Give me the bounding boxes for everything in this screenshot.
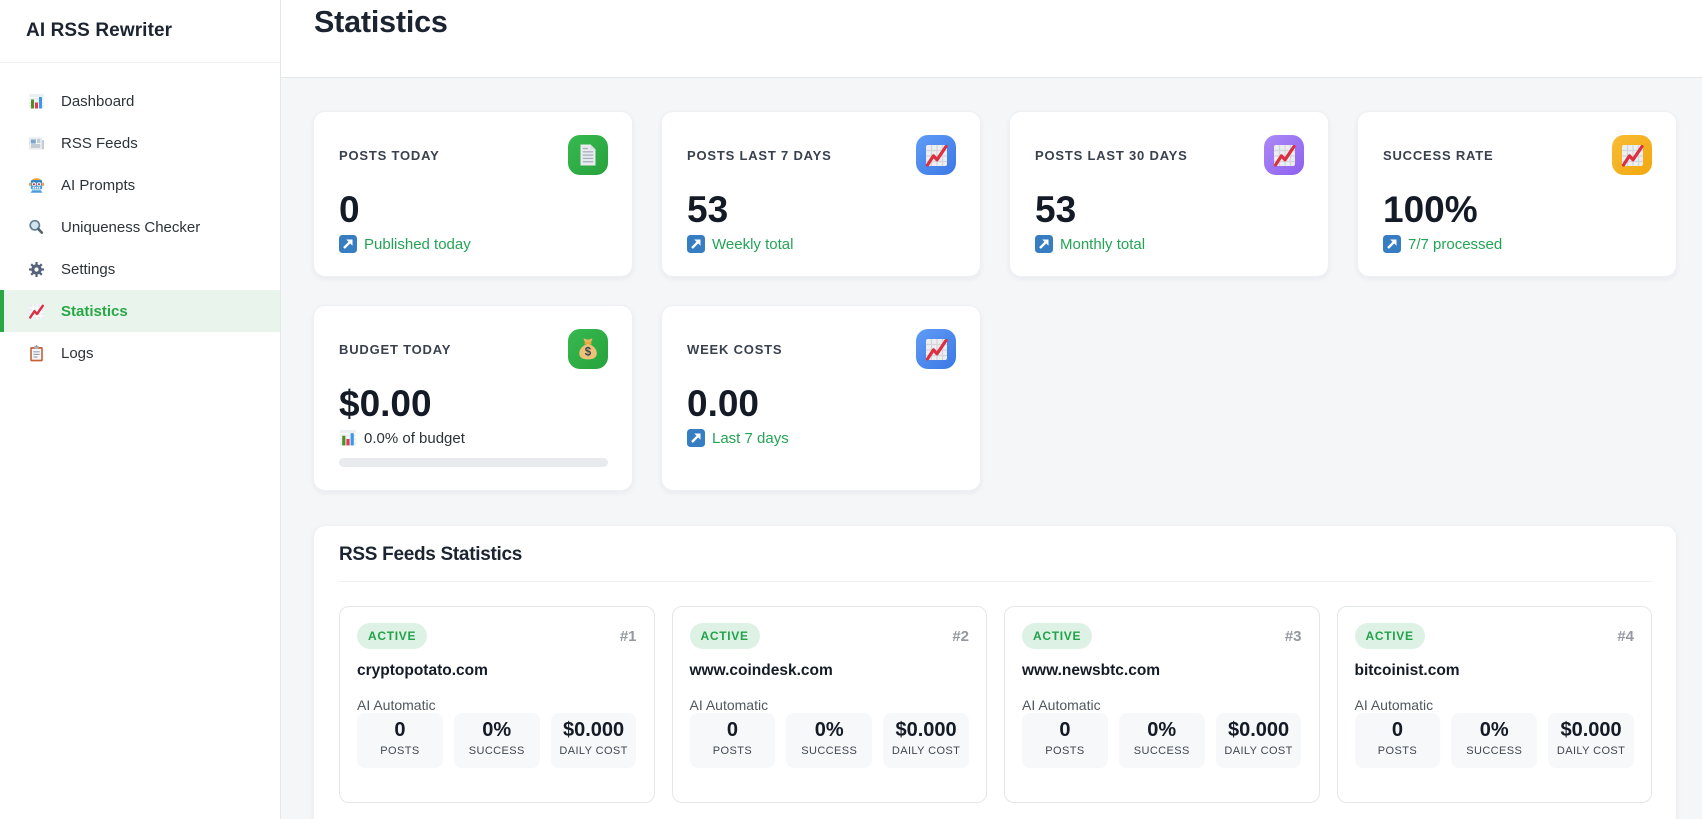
svg-text:$: $: [585, 347, 592, 359]
